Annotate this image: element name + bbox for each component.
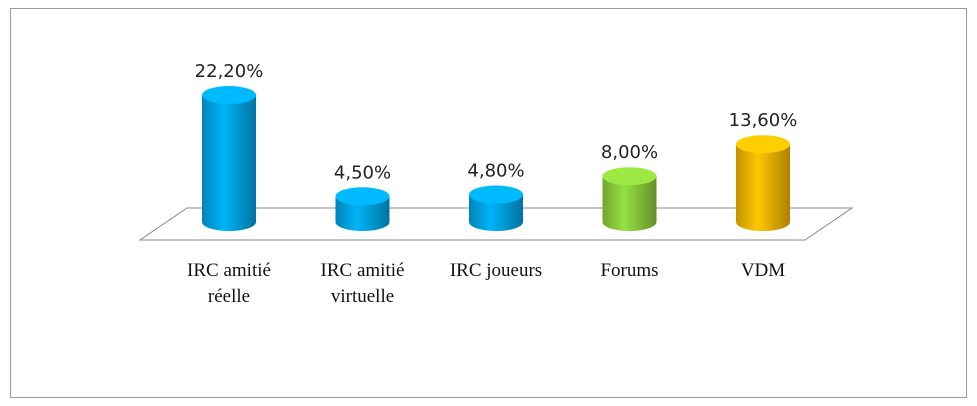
bar-top <box>736 135 790 154</box>
category-label: IRC amitié virtuelle <box>320 260 405 307</box>
value-label: 4,80% <box>467 161 524 182</box>
bar-body <box>202 95 256 222</box>
value-label: 4,50% <box>334 162 391 183</box>
category-label: IRC joueurs <box>449 260 543 281</box>
value-label: 8,00% <box>601 142 658 163</box>
category-label: VDM <box>740 260 786 281</box>
bar-top <box>202 86 256 105</box>
bar-body <box>736 144 790 222</box>
bar-top <box>602 167 657 186</box>
bar-top <box>335 187 390 206</box>
bar-top <box>469 185 523 204</box>
value-label: 13,60% <box>729 110 798 131</box>
category-label: IRC amitié réelle <box>187 260 271 307</box>
value-label: 22,20% <box>195 61 264 82</box>
category-label: Forums <box>600 260 659 281</box>
